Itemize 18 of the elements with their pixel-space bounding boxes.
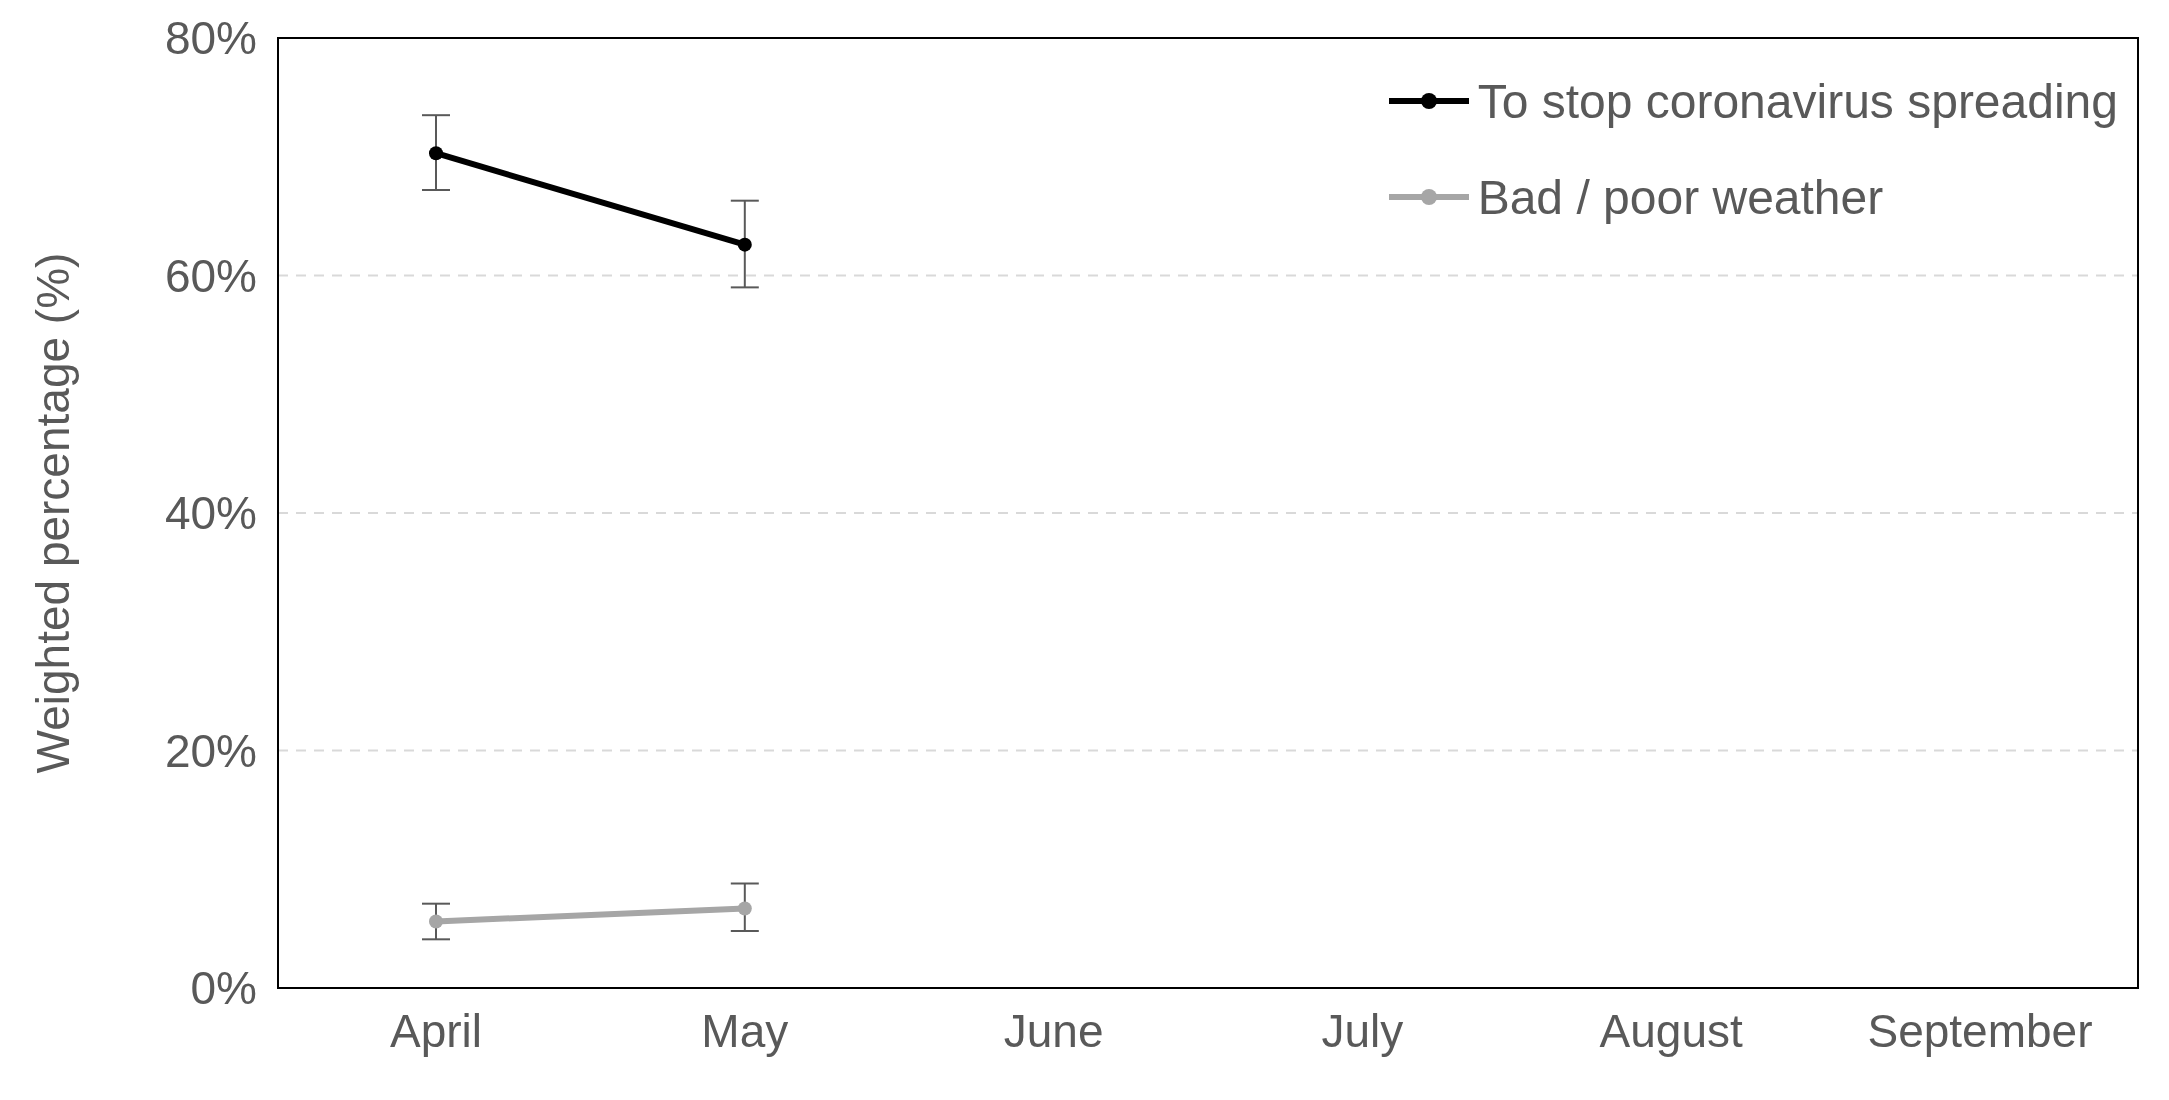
point xyxy=(429,914,443,929)
x-tick-label: June xyxy=(1003,1004,1104,1057)
y-tick-label: 0% xyxy=(190,962,257,1015)
point xyxy=(737,901,752,916)
point xyxy=(737,237,752,252)
y-tick-label: 80% xyxy=(164,12,257,65)
legend-label: Bad / poor weather xyxy=(1477,169,1884,225)
y-tick-label: 60% xyxy=(164,249,257,302)
y-tick-label: 20% xyxy=(164,724,257,777)
x-tick-label: September xyxy=(1867,1004,2093,1057)
y-tick-label: 40% xyxy=(164,487,257,540)
point xyxy=(429,146,443,161)
x-tick-label: April xyxy=(389,1004,483,1057)
legend-label: To stop coronavirus spreading xyxy=(1477,73,2118,129)
x-tick-label: May xyxy=(701,1004,789,1057)
x-tick-label: August xyxy=(1599,1004,1744,1057)
x-tick-label: July xyxy=(1321,1004,1404,1057)
y-axis-title: Weighted percentage (%) xyxy=(27,252,80,774)
